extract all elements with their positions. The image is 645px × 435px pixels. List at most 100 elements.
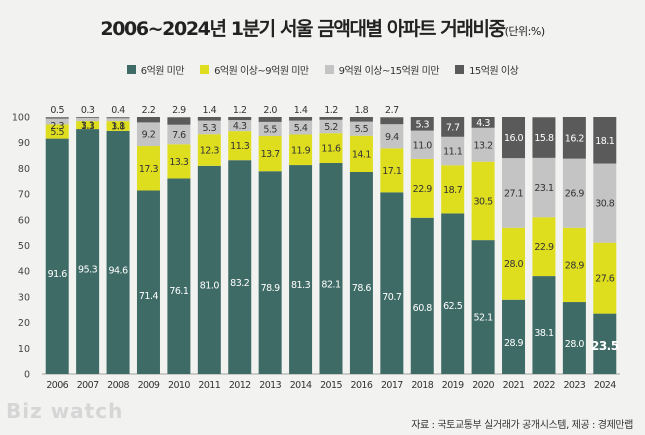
data-label-series-1: 62.5	[443, 301, 463, 312]
data-label-series-3: 5.5	[263, 124, 277, 135]
bar-segment-4	[410, 117, 434, 131]
bar-segment-4	[502, 117, 526, 159]
legend-item-3: 9억원 이상~15억원 미만	[324, 62, 440, 77]
legend-swatch-4	[455, 65, 465, 74]
data-label-series-4: 18.1	[595, 136, 615, 147]
bar-segment-2	[258, 136, 282, 172]
data-label-series-3: 1.1	[111, 121, 125, 132]
x-tick-label: 2013	[259, 380, 281, 391]
data-label-series-4: 2.7	[385, 105, 399, 116]
bar-segment-2	[380, 148, 404, 193]
data-label-series-1: 82.1	[321, 279, 341, 290]
bar-segment-2	[471, 161, 495, 241]
bar-segment-4	[228, 117, 252, 121]
bar-segment-3	[45, 118, 69, 125]
bar-segment-3	[502, 158, 526, 228]
watermark-logo: Biz watch	[6, 399, 124, 423]
data-label-series-4: 15.8	[534, 133, 554, 144]
data-label-series-2: 17.1	[382, 166, 402, 177]
bar-segment-4	[380, 117, 404, 125]
data-label-series-1: 38.1	[534, 328, 554, 339]
bar-segment-1	[562, 302, 586, 374]
bar-segment-1	[106, 130, 130, 374]
data-label-series-3: 4.3	[233, 121, 247, 132]
x-tick-label: 2007	[77, 380, 99, 391]
y-tick-label: 90	[18, 138, 30, 149]
bar-segment-4	[258, 117, 282, 122]
data-label-series-2: 22.9	[534, 242, 554, 253]
bar-segment-4	[319, 117, 343, 120]
data-label-series-1: 83.2	[230, 278, 250, 289]
legend-item-2: 6억원 이상~9억원 미만	[200, 62, 309, 77]
data-label-series-3: 13.2	[474, 140, 494, 151]
bar-segment-2	[319, 133, 343, 164]
data-label-series-3: 9.2	[142, 130, 156, 141]
y-tick-label: 80	[18, 164, 30, 175]
data-label-series-3: 5.2	[324, 122, 338, 133]
bar-segment-1	[76, 129, 100, 374]
data-label-series-1: 78.6	[352, 283, 372, 294]
bar-segment-3	[593, 163, 617, 243]
data-label-series-3: 30.8	[595, 199, 615, 210]
bar-segment-2	[502, 227, 526, 300]
data-label-series-2: 28.9	[565, 260, 585, 271]
data-label-series-3: 26.9	[565, 189, 585, 200]
y-tick-label: 100	[12, 113, 30, 124]
y-tick-label: 0	[24, 370, 30, 381]
data-label-series-1: 81.0	[200, 280, 220, 291]
data-label-series-4: 16.2	[565, 133, 585, 144]
x-tick-label: 2009	[138, 380, 160, 391]
data-label-series-1: 28.9	[504, 338, 524, 349]
x-tick-label: 2012	[229, 380, 251, 391]
data-label-series-4: 2.9	[172, 105, 186, 116]
data-label-series-2: 22.9	[413, 184, 433, 195]
bar-segment-1	[289, 165, 313, 374]
bar-segment-4	[76, 117, 100, 118]
bar-segment-2	[167, 144, 191, 179]
bar-segment-4	[532, 117, 556, 158]
legend: 6억원 미만 6억원 이상~9억원 미만 9억원 이상~15억원 미만 15억원…	[0, 62, 645, 77]
bar-segment-3	[136, 122, 160, 147]
bar-segment-3	[258, 121, 282, 137]
bar-segment-2	[562, 227, 586, 303]
legend-swatch-2	[200, 65, 210, 74]
data-label-series-4: 5.3	[415, 119, 429, 130]
x-tick-label: 2017	[381, 380, 403, 391]
bar-segment-4	[136, 117, 160, 123]
bar-segment-3	[441, 136, 465, 166]
x-tick-label: 2021	[503, 380, 525, 391]
x-tick-label: 2014	[290, 380, 312, 391]
data-label-series-3: 7.6	[172, 130, 186, 141]
data-label-series-1: 78.9	[261, 283, 281, 294]
bar-segment-1	[258, 171, 282, 374]
x-tick-label: 2008	[107, 380, 129, 391]
x-tick-label: 2018	[411, 380, 433, 391]
data-label-series-3: 11.0	[413, 140, 433, 151]
bar-segment-4	[349, 117, 373, 122]
bar-segment-1	[197, 165, 221, 374]
data-label-series-3: 5.5	[355, 124, 369, 135]
x-tick-label: 2016	[351, 380, 373, 391]
y-tick-label: 10	[18, 344, 30, 355]
data-label-series-3: 11.1	[443, 147, 463, 158]
bar-segment-3	[349, 121, 373, 136]
y-tick-label: 70	[18, 190, 30, 201]
data-label-series-4: 2.0	[263, 105, 277, 116]
legend-item-1: 6억원 미만	[126, 62, 185, 77]
bar-segment-1	[380, 192, 404, 374]
bar-segment-4	[441, 117, 465, 137]
bar-segment-2	[228, 131, 252, 161]
data-label-series-4: 16.0	[504, 133, 524, 144]
data-label-series-2: 13.3	[169, 157, 189, 168]
bar-segment-2	[136, 146, 160, 191]
data-label-series-4: 4.3	[476, 118, 490, 129]
bar-segment-3	[197, 120, 221, 135]
data-label-series-1: 94.6	[108, 265, 128, 276]
unit-label: (단위:%)	[504, 25, 545, 38]
bar-segment-1	[319, 163, 343, 374]
legend-swatch-1	[126, 65, 136, 74]
bar-segment-4	[167, 117, 191, 125]
x-tick-label: 2022	[533, 380, 555, 391]
x-tick-label: 2010	[168, 380, 190, 391]
